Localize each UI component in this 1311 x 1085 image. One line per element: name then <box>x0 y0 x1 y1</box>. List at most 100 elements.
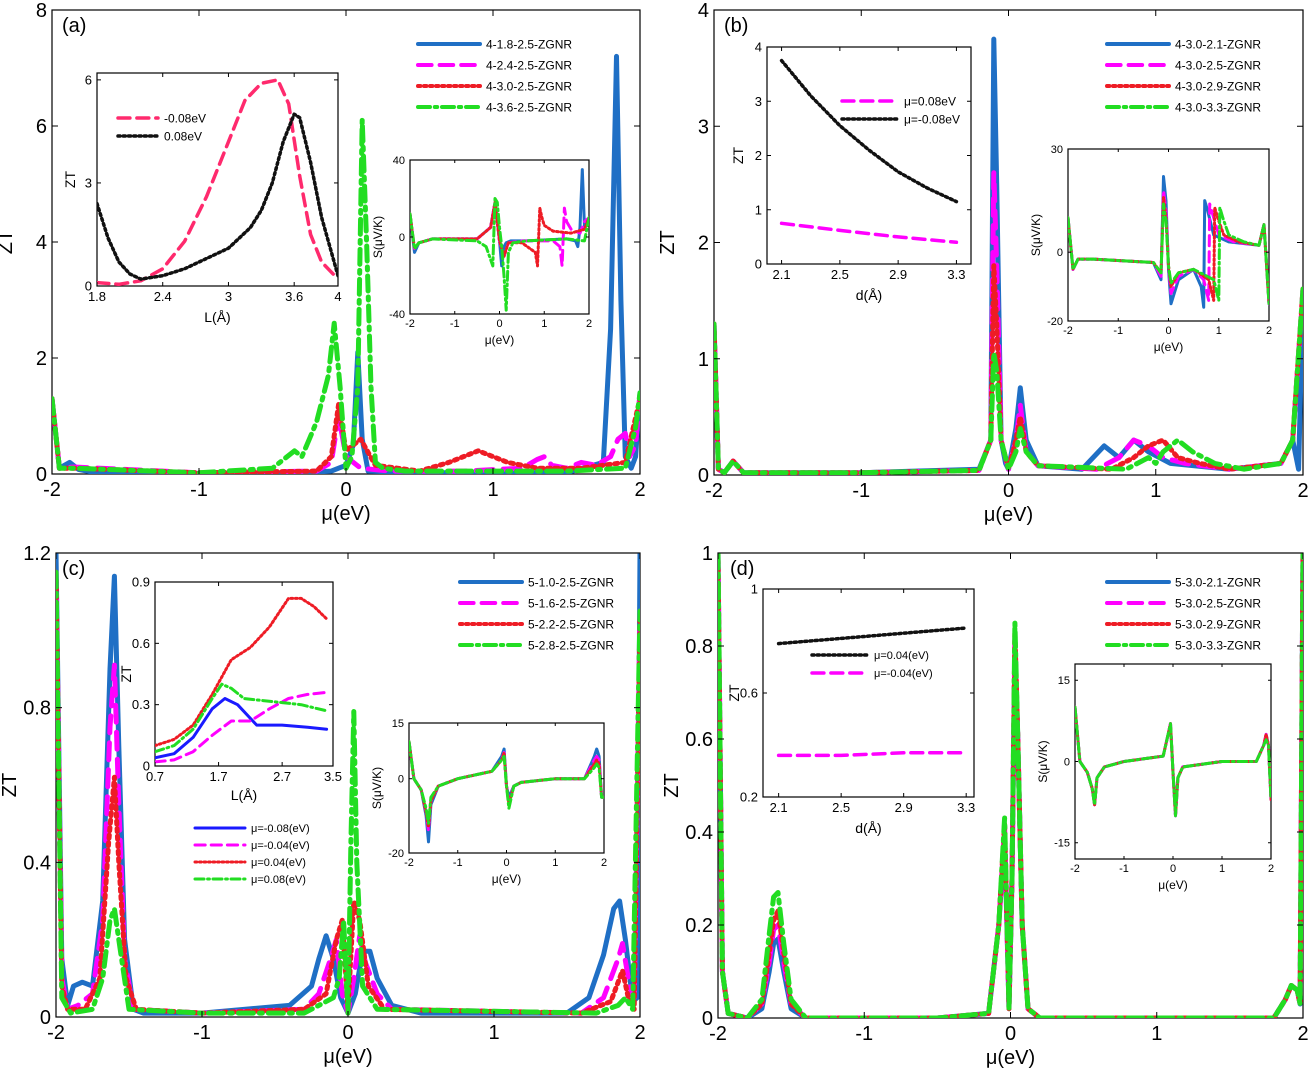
y-tick-label: 1.2 <box>23 543 51 565</box>
series-line-0-04-ev <box>776 751 968 758</box>
y-tick-label: 0.8 <box>685 636 713 658</box>
x-tick-label: -2 <box>1070 863 1080 875</box>
chart-b-inset-zt-vs-d: 2.1 2.5 2.9 3.3 0 1 2 3 4 d(Å) ZT μ=0.08eV μ=-0.08eV <box>730 40 972 303</box>
x-tick-label: 2 <box>1268 863 1274 875</box>
y-tick-label: -20 <box>1047 316 1063 328</box>
y-tick-label: 4 <box>36 232 47 254</box>
series-line-0-04-ev <box>155 596 329 748</box>
x-tick-label: 0.7 <box>146 769 164 784</box>
y-tick-label: 6 <box>36 116 47 138</box>
series-line-4-3-6-2-5-zgnr <box>52 117 640 474</box>
x-tick-label: -2 <box>47 1022 65 1044</box>
x-tick-label: 2.9 <box>889 267 907 282</box>
series-line-5-3-0-3-3-zgnr <box>1075 705 1271 818</box>
series-line-4-3-0-3-3-zgnr <box>1068 202 1269 306</box>
x-tick-label: 2 <box>634 479 645 501</box>
chart-a-inset-s: -2 -1 0 1 2 -40 0 40 μ(eV) S(μV/K) <box>371 155 592 347</box>
x-tick-label: 1.7 <box>210 769 228 784</box>
legend-label-0-04-ev: μ=0.04(eV) <box>874 650 929 662</box>
x-tick-label: 0 <box>1165 325 1171 337</box>
y-tick-label: 15 <box>392 718 404 730</box>
x-tick-label: -2 <box>43 479 61 501</box>
x-tick-label: 3 <box>225 289 232 304</box>
y-tick-label: 6 <box>85 72 92 87</box>
x-tick-label: -1 <box>190 479 208 501</box>
x-axis-label: μ(eV) <box>986 1047 1035 1069</box>
y-tick-label: 1 <box>702 543 713 565</box>
x-tick-label: 1 <box>487 479 498 501</box>
legend-label-0-08ev: -0.08eV <box>164 112 206 126</box>
chart-d-inset-s: -2 -1 0 1 2 -15 0 15 μ(eV) S(μV/K) <box>1036 663 1274 892</box>
y-axis-label: S(μV/K) <box>1036 740 1050 782</box>
x-tick-label: 3.3 <box>947 267 965 282</box>
y-axis-label: ZT <box>657 230 679 254</box>
legend: 4-3.0-2.1-ZGNR 4-3.0-2.5-ZGNR 4-3.0-2.9-ZG… <box>1105 38 1261 115</box>
x-tick-label: -1 <box>453 857 463 869</box>
legend-label-0-04-ev: μ=0.04(eV) <box>251 857 306 869</box>
y-tick-label: 0.4 <box>23 852 51 874</box>
y-tick-label: 3 <box>85 175 92 190</box>
legend: -0.08eV 0.08eV <box>116 112 206 144</box>
y-axis-label: ZT <box>730 147 746 165</box>
x-tick-label: 1 <box>1219 863 1225 875</box>
y-tick-label: 0.6 <box>685 729 713 751</box>
series-line-5-2-8-2-5-zgnr <box>409 740 604 825</box>
legend-label-0-08ev: μ=0.08eV <box>904 95 956 109</box>
x-tick-label: 1 <box>1216 325 1222 337</box>
series-group <box>52 53 640 474</box>
x-axis-label: μ(eV) <box>1158 878 1188 892</box>
legend-label-0-08-ev: μ=0.08(eV) <box>251 874 306 886</box>
x-tick-label: 2 <box>634 1022 645 1044</box>
x-tick-label: 2.4 <box>154 289 172 304</box>
y-tick-label: 0 <box>698 465 709 487</box>
series-group <box>1068 175 1269 309</box>
x-tick-label: 2.9 <box>895 800 913 815</box>
legend-label-5-1-0-2-5-zgnr: 5-1.0-2.5-ZGNR <box>528 576 614 590</box>
x-tick-label: -1 <box>193 1022 211 1044</box>
series-line-5-2-8-2-5-zgnr <box>56 569 640 1016</box>
y-tick-label: 15 <box>1058 675 1070 687</box>
x-axis-label: μ(eV) <box>492 872 522 886</box>
y-axis-label: S(μV/K) <box>370 767 384 809</box>
legend-label-5-2-2-2-5-zgnr: 5-2.2-2.5-ZGNR <box>528 618 614 632</box>
legend-label-4-3-0-2-9-zgnr: 4-3.0-2.9-ZGNR <box>1175 80 1261 94</box>
x-tick-label: 1 <box>1150 480 1161 502</box>
y-tick-label: 0 <box>702 1008 713 1030</box>
x-axis-label: μ(eV) <box>323 1046 372 1068</box>
x-tick-label: 1 <box>541 318 547 330</box>
series-line-0-08-ev <box>155 682 329 754</box>
legend-label-4-3-0-3-3-zgnr: 4-3.0-3.3-ZGNR <box>1175 101 1261 115</box>
legend-label-4-3-0-2-1-zgnr: 4-3.0-2.1-ZGNR <box>1175 38 1261 52</box>
y-axis-label: ZT <box>726 684 742 702</box>
x-axis-label: μ(eV) <box>984 504 1033 526</box>
y-tick-label: 0 <box>143 759 150 774</box>
y-tick-label: 0.4 <box>685 822 713 844</box>
chart-a-inset-zt-vs-l: 1.8 2.4 3 3.6 4 0 3 6 L(Å) ZT -0.08eV 0.08eV <box>62 72 342 325</box>
y-tick-label: 40 <box>393 155 405 167</box>
y-tick-label: 0.2 <box>740 790 758 805</box>
series-line-4-3-0-3-3-zgnr <box>714 286 1303 475</box>
series-group <box>155 596 329 764</box>
x-tick-label: 0 <box>1005 1023 1016 1045</box>
legend-label-4-1-8-2-5-zgnr: 4-1.8-2.5-ZGNR <box>486 38 572 52</box>
y-tick-label: 1 <box>751 582 758 597</box>
series-line-0-04-ev <box>155 690 329 764</box>
plot-frame <box>96 72 339 287</box>
series-line-4-1-8-2-5-zgnr <box>52 53 640 474</box>
legend: μ=0.08eV μ=-0.08eV <box>840 95 960 127</box>
y-tick-label: 3 <box>755 94 762 109</box>
y-tick-label: 1 <box>698 349 709 371</box>
legend-label-0-04-ev: μ=-0.04(eV) <box>874 668 933 680</box>
legend-label-5-1-6-2-5-zgnr: 5-1.6-2.5-ZGNR <box>528 597 614 611</box>
y-tick-label: 0.3 <box>132 697 150 712</box>
y-tick-label: 0 <box>399 232 405 244</box>
x-tick-label: -2 <box>709 1023 727 1045</box>
legend-label-5-3-0-2-5-zgnr: 5-3.0-2.5-ZGNR <box>1175 597 1261 611</box>
series-line-0-08-ev <box>155 697 329 760</box>
x-tick-label: 4 <box>334 289 341 304</box>
x-tick-label: 3.5 <box>324 769 342 784</box>
x-axis-label: d(Å) <box>855 820 881 836</box>
x-tick-label: 3.3 <box>957 800 975 815</box>
chart-b-inset-s: -2 -1 0 1 2 -20 0 30 μ(eV) S(μV/K) <box>1029 144 1272 354</box>
